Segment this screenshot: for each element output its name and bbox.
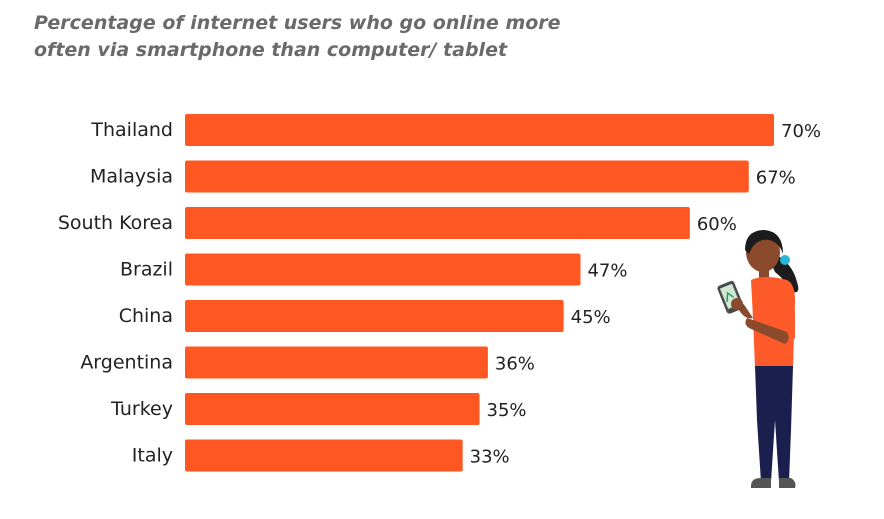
bar [185,439,463,472]
category-label: Italy [132,445,173,467]
chart-title: Percentage of internet users who go onli… [34,12,561,61]
category-label: Brazil [120,259,173,281]
category-label: China [119,305,173,327]
category-label: South Korea [58,212,173,234]
bar [185,114,774,146]
category-label: Thailand [90,119,173,141]
bar [185,207,690,239]
category-label: Turkey [110,398,173,420]
value-label: 70% [781,121,821,142]
bar [185,393,480,425]
category-label: Malaysia [90,166,173,188]
value-label: 45% [571,307,611,328]
category-label: Argentina [80,352,173,374]
value-label: 67% [756,168,796,189]
woman-with-smartphone-icon [717,230,799,488]
value-label: 47% [587,261,627,282]
bar [185,346,488,379]
bar [185,253,581,286]
bar [185,160,749,193]
value-label: 33% [470,447,510,468]
value-label: 60% [697,214,737,235]
value-label: 35% [487,400,527,421]
value-label: 36% [495,354,535,375]
bars-layer: Thailand 70% Malaysia 67% South Korea 60% Braz… [58,114,821,472]
bar [185,300,564,332]
